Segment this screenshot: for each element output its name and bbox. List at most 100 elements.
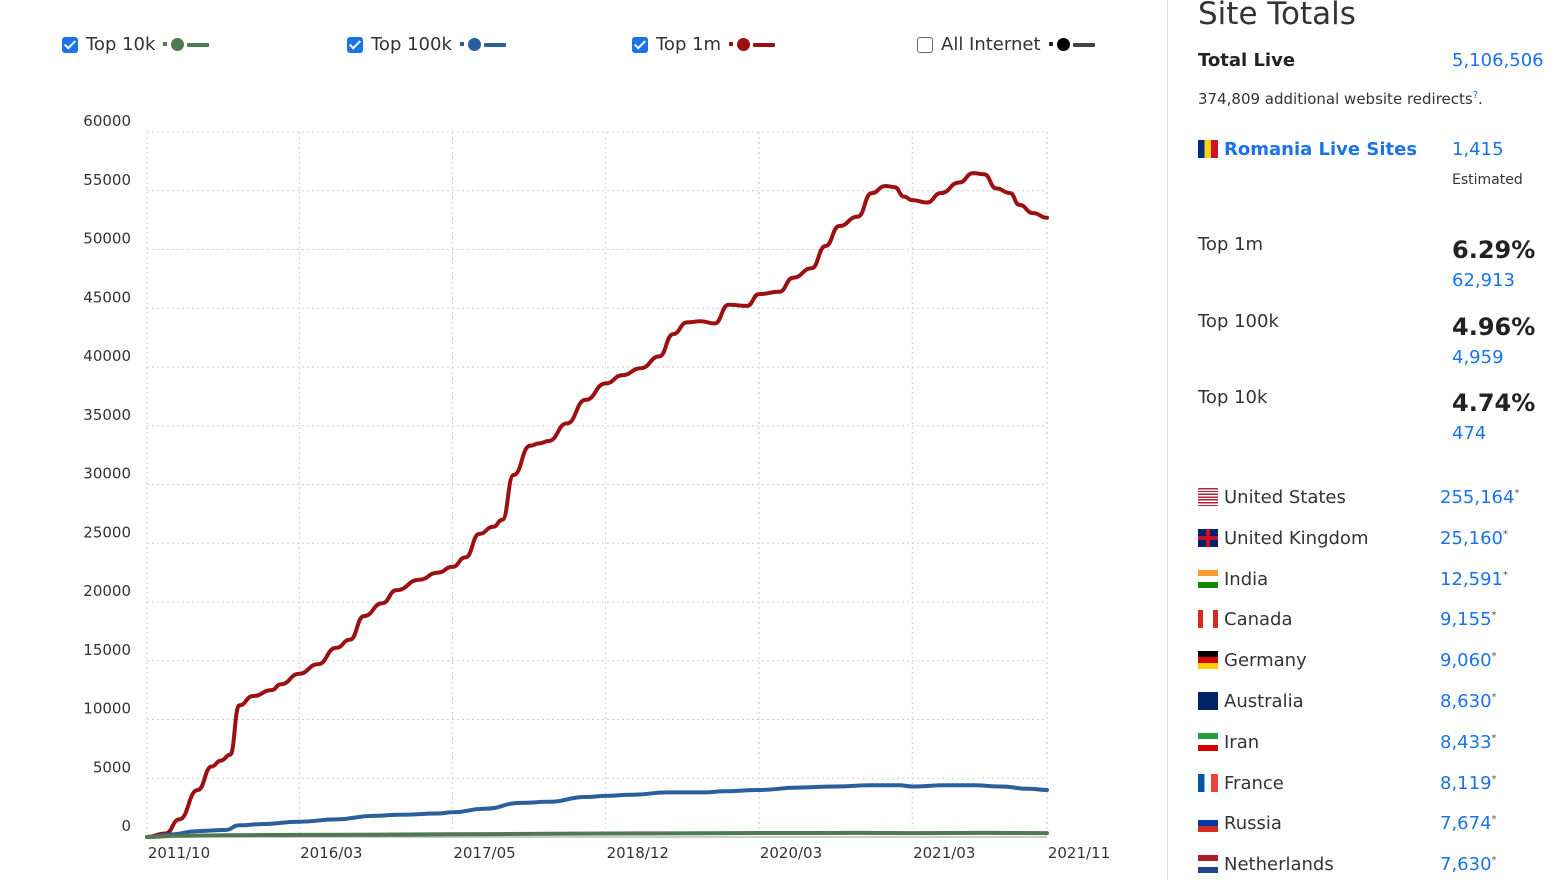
country-name: Australia bbox=[1198, 691, 1304, 712]
legend-checkbox-top10k[interactable] bbox=[62, 36, 78, 53]
y-tick-label: 55000 bbox=[83, 171, 131, 189]
top100k-stat: Top 100k 4.96% 4,959 bbox=[1198, 311, 1548, 371]
panel-title: Site Totals bbox=[1198, 0, 1356, 32]
country-name: Iran bbox=[1198, 732, 1259, 753]
top-percent: 4.96% bbox=[1452, 313, 1536, 341]
redirects-text: 374,809 additional website redirects?. bbox=[1198, 90, 1483, 108]
country-row: Australia 8,630* bbox=[1198, 691, 1548, 715]
country-row: Russia 7,674* bbox=[1198, 813, 1548, 837]
country-value-link[interactable]: 9,155* bbox=[1440, 609, 1497, 631]
au-flag-icon bbox=[1198, 692, 1218, 710]
y-tick-label: 60000 bbox=[83, 112, 131, 130]
country-value-link[interactable]: 8,433* bbox=[1440, 731, 1497, 753]
country-value-link[interactable]: 7,674* bbox=[1440, 813, 1497, 835]
country-name: United States bbox=[1198, 487, 1346, 508]
legend-item-top1m[interactable]: Top 1m bbox=[632, 34, 776, 55]
uk-flag-icon bbox=[1198, 528, 1218, 547]
x-tick-label: 2016/03 bbox=[300, 844, 362, 862]
x-tick-label: 2011/10 bbox=[148, 844, 210, 862]
country-row: Canada 9,155* bbox=[1198, 609, 1548, 633]
top-count[interactable]: 474 bbox=[1452, 423, 1487, 444]
fr-flag-icon bbox=[1198, 773, 1218, 792]
legend-item-top100k[interactable]: Top 100k bbox=[347, 34, 506, 55]
x-tick-label: 2021/11 bbox=[1048, 844, 1110, 862]
total-live-label: Total Live bbox=[1198, 50, 1296, 71]
romania-flag-icon bbox=[1198, 140, 1218, 158]
top1m-stat: Top 1m 6.29% 62,913 bbox=[1198, 234, 1548, 294]
top-label: Top 100k bbox=[1198, 311, 1279, 332]
y-tick-label: 20000 bbox=[83, 582, 131, 600]
chart-legend: Top 10k Top 100k Top 1m All Internet bbox=[62, 34, 1102, 60]
legend-label-top100k: Top 100k bbox=[371, 34, 452, 55]
country-row: India 12,591* bbox=[1198, 569, 1548, 593]
country-value-link[interactable]: 9,060* bbox=[1440, 650, 1497, 672]
total-live-value[interactable]: 5,106,506 bbox=[1452, 50, 1544, 71]
x-tick-label: 2018/12 bbox=[607, 844, 669, 862]
country-name: India bbox=[1198, 569, 1268, 590]
country-value-link[interactable]: 12,591* bbox=[1440, 568, 1508, 590]
line-chart: 0 5000 10000 15000 20000 25000 30000 35000 40000… bbox=[83, 112, 1110, 862]
country-row: Netherlands 7,630* bbox=[1198, 854, 1548, 878]
country-name: Germany bbox=[1198, 650, 1307, 671]
country-live-value[interactable]: 1,415 bbox=[1452, 139, 1504, 160]
country-value-link[interactable]: 8,119* bbox=[1440, 772, 1497, 794]
legend-label-top10k: Top 10k bbox=[86, 34, 156, 55]
in-flag-icon bbox=[1198, 569, 1218, 588]
x-tick-label: 2021/03 bbox=[913, 844, 975, 862]
legend-label-top1m: Top 1m bbox=[656, 34, 722, 55]
ca-flag-icon bbox=[1198, 610, 1218, 629]
country-row: United States 255,164* bbox=[1198, 487, 1548, 511]
country-name: United Kingdom bbox=[1198, 528, 1368, 549]
y-tick-label: 35000 bbox=[83, 406, 131, 424]
top-percent: 4.74% bbox=[1452, 389, 1536, 417]
top-label: Top 10k bbox=[1198, 387, 1268, 408]
y-tick-label: 50000 bbox=[83, 230, 131, 248]
x-tick-label: 2020/03 bbox=[760, 844, 822, 862]
y-tick-label: 30000 bbox=[83, 465, 131, 483]
de-flag-icon bbox=[1198, 651, 1218, 670]
y-tick-label: 15000 bbox=[83, 641, 131, 659]
us-flag-icon bbox=[1198, 488, 1218, 506]
legend-label-all-internet: All Internet bbox=[941, 34, 1041, 55]
country-value-link[interactable]: 25,160* bbox=[1440, 527, 1508, 549]
y-tick-label: 10000 bbox=[83, 700, 131, 718]
y-tick-label: 25000 bbox=[83, 523, 131, 541]
country-row: Iran 8,433* bbox=[1198, 732, 1548, 756]
top-count[interactable]: 62,913 bbox=[1452, 270, 1515, 291]
country-name: Russia bbox=[1198, 813, 1282, 834]
country-row: Germany 9,060* bbox=[1198, 650, 1548, 674]
country-name: Canada bbox=[1198, 609, 1293, 630]
nl-flag-icon bbox=[1198, 855, 1218, 874]
series-line-top-1m bbox=[145, 171, 1049, 839]
help-link[interactable]: ? bbox=[1472, 90, 1479, 101]
country-name: Netherlands bbox=[1198, 854, 1334, 875]
country-value-link[interactable]: 255,164* bbox=[1440, 487, 1520, 508]
country-value-link[interactable]: 7,630* bbox=[1440, 854, 1497, 876]
country-row: United Kingdom 25,160* bbox=[1198, 528, 1548, 552]
legend-item-top10k[interactable]: Top 10k bbox=[62, 34, 210, 55]
panel-divider bbox=[1167, 0, 1168, 880]
legend-checkbox-all-internet[interactable] bbox=[917, 36, 933, 53]
legend-line-marker-icon bbox=[459, 37, 506, 52]
top10k-stat: Top 10k 4.74% 474 bbox=[1198, 387, 1548, 447]
country-value-link[interactable]: 8,630* bbox=[1440, 691, 1497, 712]
legend-line-marker-icon bbox=[1048, 37, 1095, 52]
top-count[interactable]: 4,959 bbox=[1452, 347, 1504, 368]
country-name: France bbox=[1198, 773, 1284, 794]
legend-line-marker-icon bbox=[163, 37, 210, 52]
country-row: France 8,119* bbox=[1198, 773, 1548, 797]
top-label: Top 1m bbox=[1198, 234, 1264, 255]
legend-checkbox-top100k[interactable] bbox=[347, 36, 363, 53]
y-tick-label: 0 bbox=[121, 817, 131, 835]
series-line-top-10k bbox=[145, 830, 1049, 839]
country-live-sites-link[interactable]: Romania Live Sites bbox=[1198, 139, 1417, 160]
top-percent: 6.29% bbox=[1452, 236, 1536, 264]
x-tick-label: 2017/05 bbox=[453, 844, 515, 862]
ru-flag-icon bbox=[1198, 814, 1218, 833]
legend-item-all-internet[interactable]: All Internet bbox=[917, 34, 1095, 55]
estimated-note: Estimated bbox=[1452, 172, 1523, 188]
y-tick-label: 45000 bbox=[83, 288, 131, 306]
y-tick-label: 40000 bbox=[83, 347, 131, 365]
legend-checkbox-top1m[interactable] bbox=[632, 36, 648, 53]
y-tick-label: 5000 bbox=[93, 758, 131, 776]
